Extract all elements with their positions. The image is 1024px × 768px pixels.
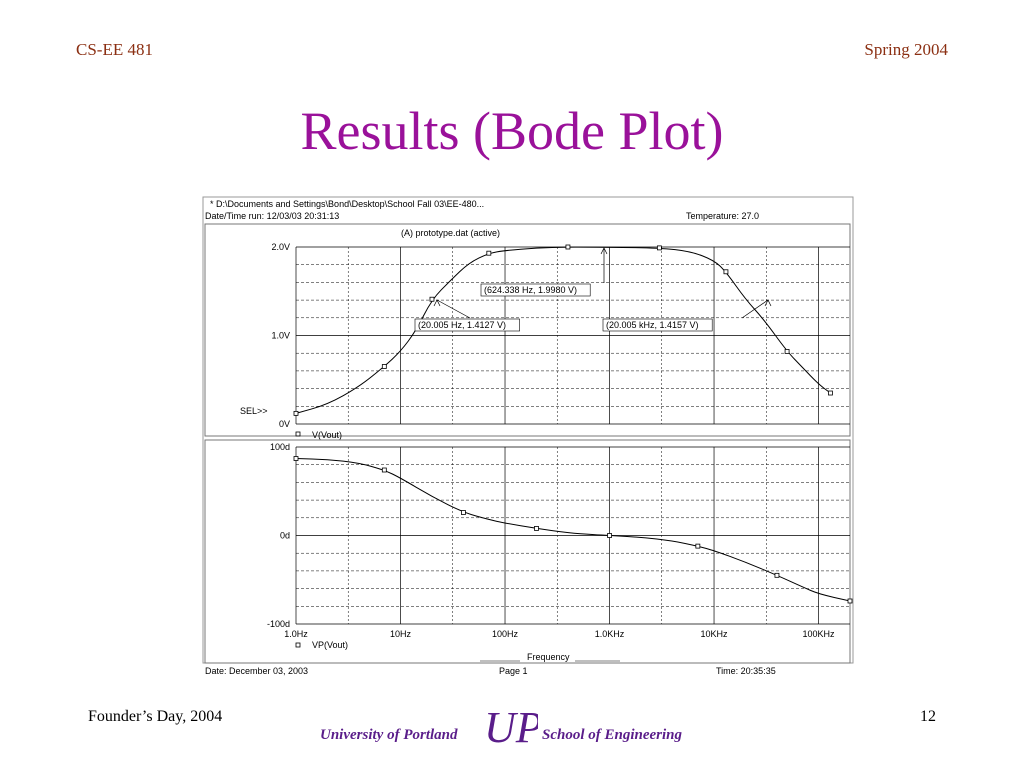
annotation-arrow <box>741 299 769 319</box>
annotation-box <box>602 318 713 332</box>
data-point-marker <box>784 349 790 354</box>
data-point-marker <box>429 296 435 302</box>
y-tick-label: -100d <box>267 619 290 629</box>
footer-date: Date: December 03, 2003 <box>205 666 308 676</box>
y-tick-label: 2.0V <box>271 242 290 252</box>
footer-time: Time: 20:35:35 <box>716 666 776 676</box>
y-tick-label: 0V <box>279 419 290 429</box>
data-point-marker <box>486 250 492 256</box>
x-axis-label: Frequency <box>527 652 570 662</box>
x-axis-tick-labels: 1.0Hz 10Hz 100Hz 1.0KHz 10KHz 100KHz <box>284 629 835 639</box>
data-point-marker <box>534 526 539 531</box>
sel-marker: SEL>> <box>240 406 268 416</box>
magnitude-legend-symbol <box>295 431 301 437</box>
data-point-marker <box>565 244 571 250</box>
footer-page: Page 1 <box>499 666 528 676</box>
data-point-marker <box>293 456 299 461</box>
annotation-label: (20.005 kHz, 1.4157 V) <box>606 320 699 330</box>
up-logo-mark: UP <box>484 703 538 750</box>
y-tick-label: 0d <box>280 531 290 541</box>
y-tick-label: 1.0V <box>271 331 290 341</box>
section-label: (A) prototype.dat (active) <box>401 228 500 238</box>
magnitude-markers <box>293 244 833 416</box>
annotation-arrowhead <box>764 299 772 307</box>
annotation-arrowhead <box>600 247 608 255</box>
magnitude-tick-labels: 2.0V 1.0V 0V <box>271 242 290 429</box>
x-tick-label: 10KHz <box>701 629 729 639</box>
phase-tick-labels: 100d 0d -100d <box>267 442 290 629</box>
university-logo: University of Portland UP School of Engi… <box>320 700 700 750</box>
phase-legend-label: VP(Vout) <box>312 640 348 650</box>
data-point-marker <box>723 269 729 275</box>
data-point-marker <box>847 598 853 604</box>
annotation-label: (624.338 Hz, 1.9980 V) <box>484 285 577 295</box>
printout-frame <box>202 196 854 664</box>
data-point-marker <box>656 245 662 251</box>
slide-title: Results (Bode Plot) <box>300 101 724 161</box>
annotation-label: (20.005 Hz, 1.4127 V) <box>418 320 506 330</box>
data-point-marker <box>695 543 701 549</box>
annotation-box <box>414 318 520 332</box>
data-point-marker <box>828 390 833 396</box>
magnitude-annotations: (624.338 Hz, 1.9980 V) (20.005 Hz, 1.4127… <box>414 247 772 332</box>
x-tick-label: 100Hz <box>492 629 519 639</box>
y-tick-label: 100d <box>270 442 290 452</box>
data-point-marker <box>774 572 780 578</box>
data-point-marker <box>607 533 612 538</box>
temperature: Temperature: 27.0 <box>686 211 759 221</box>
phase-panel <box>204 439 851 664</box>
logo-university-text: University of Portland <box>320 727 458 743</box>
annotation-arrow <box>436 299 471 319</box>
phase-markers <box>293 456 853 604</box>
logo-school-text: School of Engineering <box>542 727 683 743</box>
annotation-box <box>480 283 591 297</box>
footer-event: Founder’s Day, 2004 <box>88 708 223 725</box>
file-path: * D:\Documents and Settings\Bond\Desktop… <box>210 199 484 209</box>
phase-grid <box>295 446 850 625</box>
slide-number: 12 <box>920 708 936 725</box>
x-tick-label: 10Hz <box>390 629 412 639</box>
data-point-marker <box>461 510 466 515</box>
annotation-arrowhead <box>433 299 441 307</box>
x-tick-label: 1.0KHz <box>595 629 625 639</box>
data-point-marker <box>381 364 387 369</box>
data-point-marker <box>381 467 387 473</box>
header-course: CS-EE 481 <box>76 40 153 59</box>
date-time-run: Date/Time run: 12/03/03 20:31:13 <box>205 211 339 221</box>
svg-text:UP: UP <box>484 703 538 750</box>
phase-legend-symbol <box>295 642 301 648</box>
magnitude-legend-label: V(Vout) <box>312 430 342 440</box>
x-tick-label: 100KHz <box>803 629 836 639</box>
header-term: Spring 2004 <box>864 40 948 59</box>
data-point-marker <box>293 410 299 416</box>
x-tick-label: 1.0Hz <box>284 629 308 639</box>
magnitude-panel <box>204 223 851 437</box>
